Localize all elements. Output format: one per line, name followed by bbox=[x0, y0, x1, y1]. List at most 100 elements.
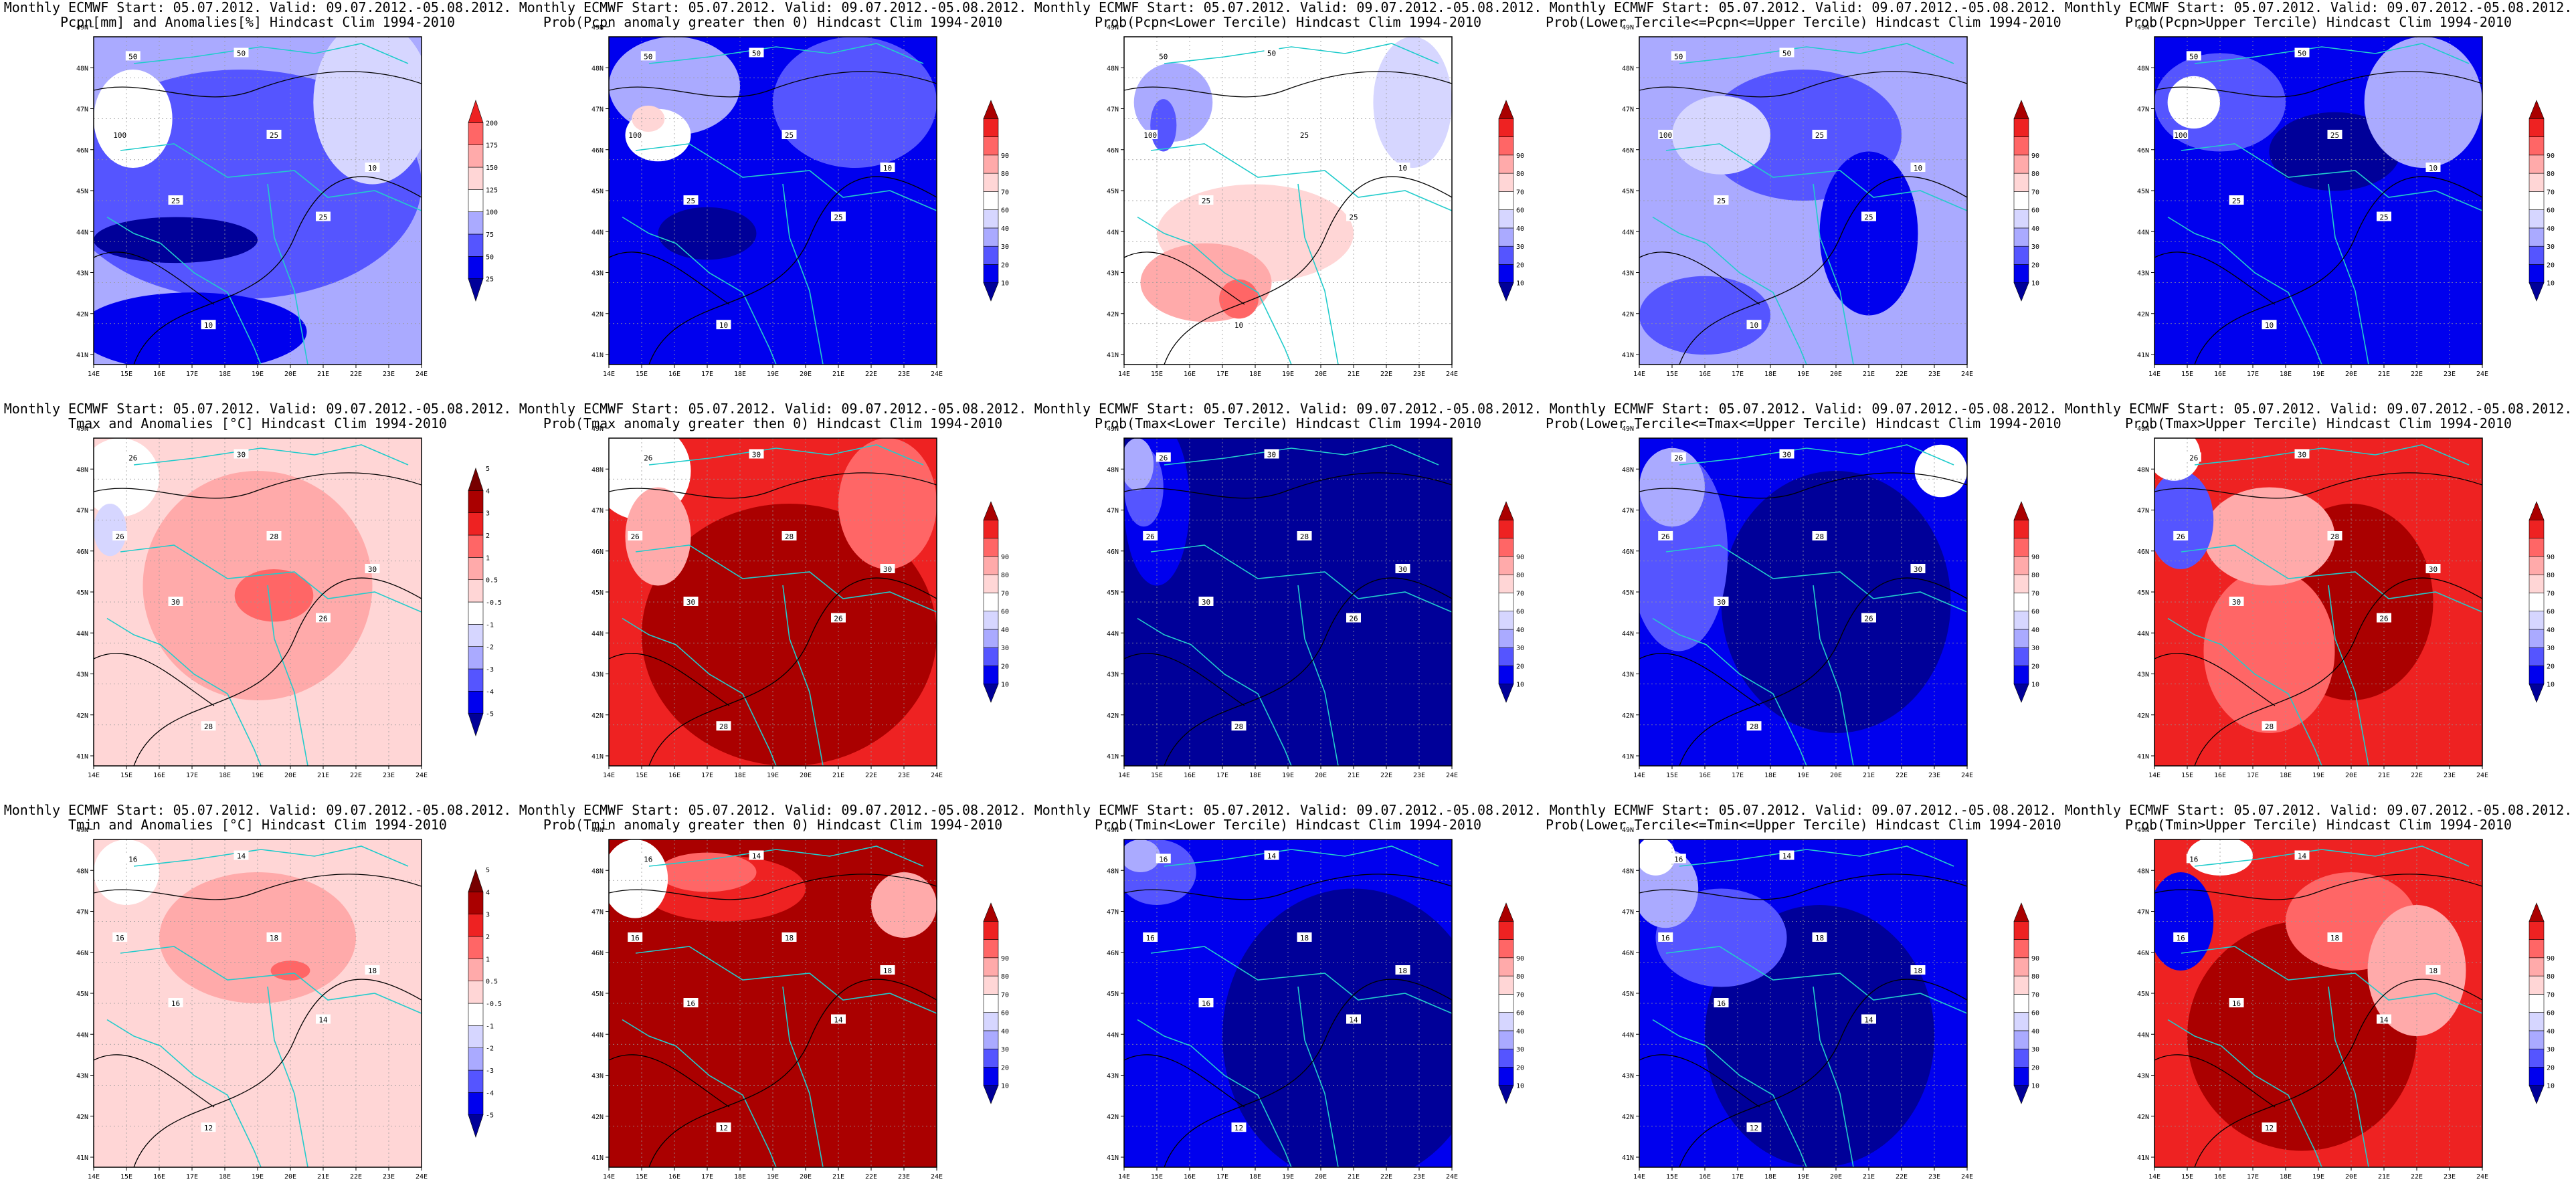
contour-label: 50 bbox=[128, 52, 137, 61]
colorbar-label: 80 bbox=[1516, 572, 1524, 579]
lat-tick-label: 47N bbox=[1107, 909, 1119, 916]
coastline-border bbox=[2181, 946, 2482, 1014]
contour-label: 26 bbox=[116, 532, 124, 541]
colorbar-segment bbox=[983, 1030, 999, 1049]
lat-tick-label: 42N bbox=[591, 311, 604, 318]
lon-tick-label: 15E bbox=[120, 1173, 132, 1181]
colorbar-label: 80 bbox=[1001, 572, 1009, 579]
colorbar-segment bbox=[2013, 556, 2029, 575]
coastline-border bbox=[2181, 143, 2482, 211]
colorbar-label: 10 bbox=[2547, 280, 2555, 288]
contour-label: 14 bbox=[2379, 1016, 2389, 1025]
lon-tick-label: 23E bbox=[1413, 371, 1425, 378]
colorbar-label: 60 bbox=[2547, 1010, 2555, 1017]
contour-label-bg bbox=[1346, 211, 1361, 221]
contour-label-bg bbox=[1231, 320, 1247, 330]
colorbar: 10 20 30 40 60 70 80 90 bbox=[1498, 501, 1524, 703]
contour-label: 100 bbox=[1659, 131, 1672, 140]
lat-tick-label: 44N bbox=[1622, 1031, 1634, 1039]
contour-label: 25 bbox=[1815, 131, 1824, 140]
colorbar-segment bbox=[468, 100, 484, 123]
lon-tick-label: 22E bbox=[2411, 1173, 2423, 1181]
panel-title-header: Monthly ECMWF Start: 05.07.2012. Valid: … bbox=[519, 401, 1027, 417]
contour-label: 28 bbox=[204, 722, 213, 731]
lat-tick-label: 49N bbox=[76, 24, 88, 31]
map-panel: 16 14 18 16 14 18 12 16 14E 15E 16E 17E 18E 19E 20E 21E… bbox=[1546, 803, 2061, 1204]
contour-label: 28 bbox=[1300, 532, 1309, 541]
contour-label-bg bbox=[831, 1014, 846, 1024]
contour-label-bg bbox=[1231, 1122, 1247, 1132]
colorbar-segment bbox=[1498, 647, 1514, 666]
colorbar-label: 90 bbox=[2031, 955, 2039, 963]
contour-label: 26 bbox=[2379, 615, 2388, 623]
colorbar-label: 60 bbox=[1001, 609, 1009, 616]
colorbar-segment bbox=[2013, 629, 2029, 648]
colorbar-segment bbox=[2013, 501, 2029, 520]
contour-line bbox=[94, 1054, 215, 1108]
colorbar-segment bbox=[2013, 666, 2029, 685]
contour-label-bg bbox=[749, 47, 764, 58]
colorbar-segment bbox=[2013, 118, 2029, 137]
coastline-border bbox=[1813, 986, 1854, 1167]
contour-label: 16 bbox=[116, 934, 124, 942]
shaded-region bbox=[1124, 438, 1154, 491]
colorbar-label: 20 bbox=[1001, 262, 1009, 269]
contour-label-bg bbox=[168, 195, 183, 205]
contour-label: 10 bbox=[719, 321, 728, 330]
contour-label-bg bbox=[1297, 531, 1312, 540]
lat-tick-label: 46N bbox=[1622, 548, 1634, 556]
lon-tick-label: 20E bbox=[1830, 772, 1842, 779]
coastline-border bbox=[267, 986, 308, 1167]
lon-tick-label: 14E bbox=[2148, 371, 2160, 378]
coastline-border bbox=[1137, 1019, 1292, 1167]
panel-title-header: Monthly ECMWF Start: 05.07.2012. Valid: … bbox=[3, 802, 512, 818]
lon-tick-label: 23E bbox=[2444, 371, 2456, 378]
panel-title-variable: Prob(Tmax>Upper Tercile) Hindcast Clim 1… bbox=[2125, 415, 2512, 431]
lon-tick-label: 15E bbox=[2181, 371, 2193, 378]
colorbar-label: 60 bbox=[1001, 207, 1009, 215]
map-panel: 50 50 25 25 25 10 10 100 14E 15E 16E 17E 18E 19E 20E 21… bbox=[0, 0, 515, 401]
lon-tick-label: 24E bbox=[931, 1173, 943, 1181]
lon-tick-label: 20E bbox=[284, 772, 296, 779]
colorbar-label: 90 bbox=[1516, 153, 1524, 160]
lon-tick-label: 24E bbox=[1446, 772, 1458, 779]
colorbar-label: 40 bbox=[1516, 225, 1524, 233]
colorbar-label: 70 bbox=[2031, 590, 2039, 597]
lat-tick-label: 48N bbox=[1622, 65, 1634, 72]
colorbar-label: 80 bbox=[2547, 973, 2555, 981]
colorbar-segment bbox=[2528, 519, 2545, 538]
colorbar-segment bbox=[983, 209, 999, 229]
contour-line bbox=[648, 577, 937, 766]
lat-tick-label: 43N bbox=[2137, 270, 2149, 278]
colorbar-segment bbox=[2528, 556, 2545, 575]
lon-tick-label: 16E bbox=[668, 772, 680, 779]
panel-title: Monthly ECMWF Start: 05.07.2012. Valid: … bbox=[2061, 0, 2576, 29]
colorbar-segment bbox=[1498, 155, 1514, 174]
contour-label: 26 bbox=[834, 615, 842, 623]
coastline-border bbox=[1137, 617, 1292, 766]
contour-label: 50 bbox=[1674, 52, 1683, 61]
contour-label-bg bbox=[683, 597, 699, 606]
colorbar-label: 90 bbox=[1516, 554, 1524, 561]
colorbar-label: 4 bbox=[486, 488, 490, 495]
colorbar-segment bbox=[2528, 920, 2545, 940]
contour-line bbox=[1164, 577, 1452, 766]
contour-line bbox=[609, 874, 937, 900]
contour-line bbox=[1639, 252, 1760, 305]
lat-tick-label: 44N bbox=[591, 1031, 604, 1039]
contour-label: 16 bbox=[1202, 999, 1210, 1008]
contour-label: 12 bbox=[719, 1124, 728, 1132]
lat-tick-label: 45N bbox=[591, 589, 604, 597]
contour-label: 26 bbox=[2177, 532, 2185, 541]
lon-tick-label: 17E bbox=[1732, 772, 1744, 779]
colorbar-label: 40 bbox=[1001, 225, 1009, 233]
contour-label: 50 bbox=[752, 49, 761, 58]
contour-label-bg bbox=[1156, 452, 1171, 462]
contour-label-bg bbox=[2294, 850, 2310, 860]
lat-tick-label: 47N bbox=[2137, 909, 2149, 916]
lat-tick-label: 41N bbox=[2137, 352, 2149, 359]
lat-tick-label: 49N bbox=[1107, 24, 1119, 31]
panel-title-header: Monthly ECMWF Start: 05.07.2012. Valid: … bbox=[2064, 802, 2573, 818]
contour-label-bg bbox=[2173, 531, 2189, 540]
shaded-region bbox=[313, 37, 422, 185]
